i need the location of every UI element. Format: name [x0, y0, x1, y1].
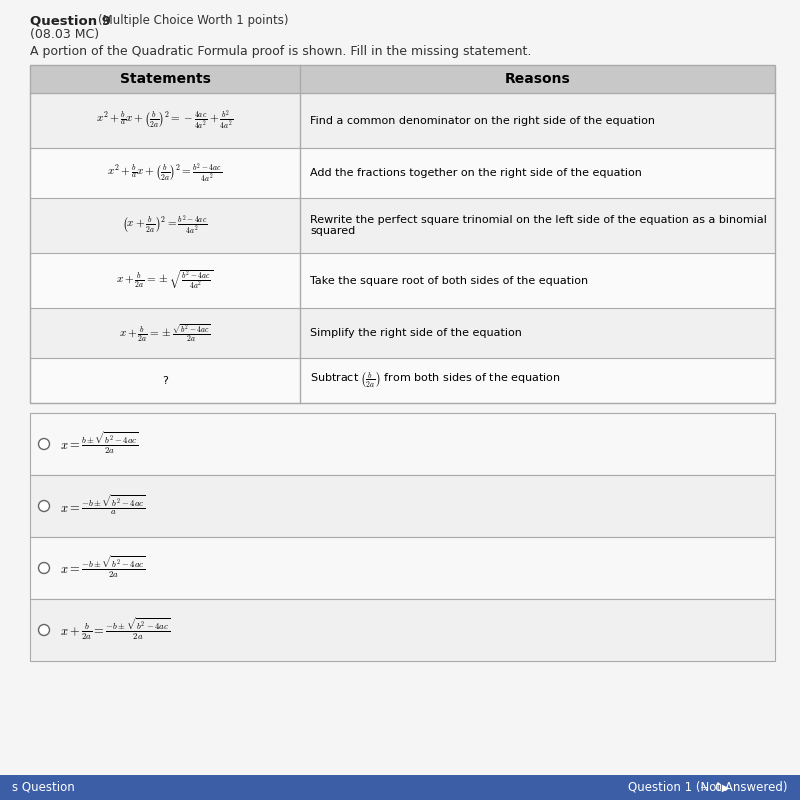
Bar [30, 413, 775, 475]
Text: Find a common denominator on the right side of the equation: Find a common denominator on the right s… [310, 115, 655, 126]
Bar [30, 599, 775, 661]
Text: $x =\frac{-b\pm\sqrt{b^2-4ac}}{2a}$: $x =\frac{-b\pm\sqrt{b^2-4ac}}{2a}$ [60, 555, 146, 581]
Bar [30, 475, 775, 537]
Bar [30, 253, 775, 308]
Bar [30, 358, 775, 403]
Text: Take the square root of both sides of the equation: Take the square root of both sides of th… [310, 275, 588, 286]
Text: Question 9: Question 9 [30, 14, 111, 27]
Text: Add the fractions together on the right side of the equation: Add the fractions together on the right … [310, 168, 642, 178]
Text: $x+\frac{b}{2a} =\frac{-b\pm\sqrt{b^2-4ac}}{2a}$: $x+\frac{b}{2a} =\frac{-b\pm\sqrt{b^2-4a… [60, 617, 170, 643]
Text: ?: ? [162, 375, 168, 386]
Circle shape [38, 501, 50, 511]
Text: Reasons: Reasons [505, 72, 570, 86]
Bar [30, 93, 775, 148]
Text: $x =\frac{b\pm\sqrt{b^2-4ac}}{2a}$: $x =\frac{b\pm\sqrt{b^2-4ac}}{2a}$ [60, 431, 139, 457]
Text: $x =\frac{-b\pm\sqrt{b^2-4ac}}{a}$: $x =\frac{-b\pm\sqrt{b^2-4ac}}{a}$ [60, 494, 146, 518]
Bar [30, 65, 775, 403]
Bar [30, 148, 775, 198]
Text: $\left(x+\frac{b}{2a}\right)^2 =\frac{b^2-4ac}{4a^2}$: $\left(x+\frac{b}{2a}\right)^2 =\frac{b^… [122, 214, 208, 238]
Bar [30, 65, 775, 93]
Bar [30, 537, 775, 599]
Text: $x^2 +\frac{b}{a}x+\left(\frac{b}{2a}\right)^2 =\frac{b^2-4ac}{4a^2}$: $x^2 +\frac{b}{a}x+\left(\frac{b}{2a}\ri… [107, 162, 222, 185]
Text: $x^2 +\frac{b}{a}x+\left(\frac{b}{2a}\right)^2 = -\frac{4ac}{4a^2}+\frac{b^2}{4a: $x^2 +\frac{b}{a}x+\left(\frac{b}{2a}\ri… [96, 109, 234, 132]
Text: s Question: s Question [12, 781, 74, 794]
Text: Statements: Statements [119, 72, 210, 86]
Circle shape [38, 562, 50, 574]
Text: (08.03 MC): (08.03 MC) [30, 28, 99, 41]
Circle shape [38, 438, 50, 450]
Text: $x+\frac{b}{2a} =\pm\frac{\sqrt{b^2-4ac}}{2a}$: $x+\frac{b}{2a} =\pm\frac{\sqrt{b^2-4ac}… [119, 322, 211, 344]
Text: Rewrite the perfect square trinomial on the left side of the equation as a binom: Rewrite the perfect square trinomial on … [310, 214, 767, 236]
Text: $x+\frac{b}{2a} =\pm\sqrt{\frac{b^2-4ac}{4a^2}}$: $x+\frac{b}{2a} =\pm\sqrt{\frac{b^2-4ac}… [116, 269, 214, 292]
Text: (Multiple Choice Worth 1 points): (Multiple Choice Worth 1 points) [98, 14, 289, 27]
Text: ÷  0▶: ÷ 0▶ [700, 782, 730, 793]
Bar [30, 198, 775, 253]
Text: Question 1 (Not Answered): Question 1 (Not Answered) [629, 781, 788, 794]
Text: Simplify the right side of the equation: Simplify the right side of the equation [310, 328, 522, 338]
Bar [0, 775, 800, 800]
Text: A portion of the Quadratic Formula proof is shown. Fill in the missing statement: A portion of the Quadratic Formula proof… [30, 45, 531, 58]
Bar [30, 308, 775, 358]
Text: Subtract $\left(\frac{b}{2a}\right)$ from both sides of the equation: Subtract $\left(\frac{b}{2a}\right)$ fro… [310, 371, 561, 390]
Circle shape [38, 625, 50, 635]
